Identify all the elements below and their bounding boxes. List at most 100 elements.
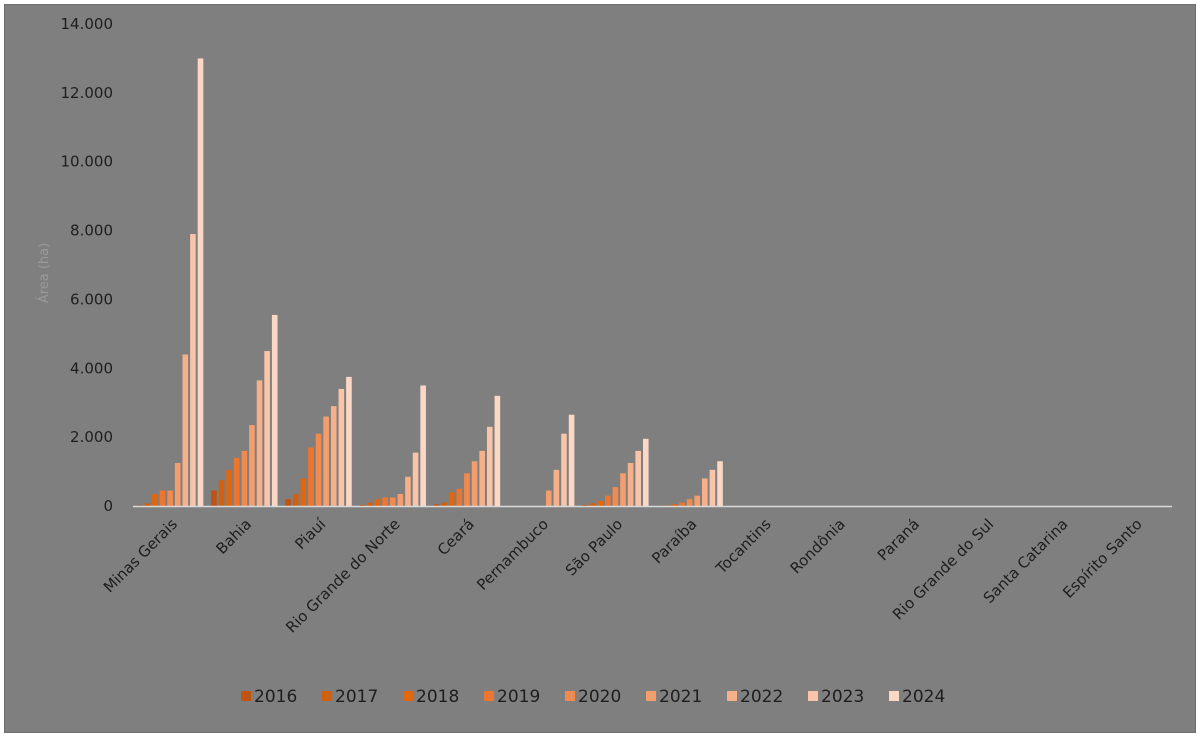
y-tick-label: 0	[103, 497, 113, 515]
bar-2022-4	[479, 450, 485, 506]
bar-2018-1	[226, 469, 232, 506]
bar-2019-6	[604, 495, 611, 506]
bar-2021-0	[174, 462, 181, 506]
y-tick-label: 12.000	[61, 84, 114, 102]
bar-2017-4	[441, 502, 447, 506]
bar-2023-1	[264, 351, 270, 506]
bar-2020-1	[241, 450, 248, 506]
bar-2018-2	[300, 478, 307, 506]
chart-frame: Área (ha) 0 2.000 4.000 6.000 8.000 10.000 12.…	[4, 4, 1196, 733]
bar-2016-1	[211, 490, 217, 506]
legend-label: 2017	[335, 687, 378, 707]
bar-2024-1	[271, 314, 278, 506]
bar-2020-4	[464, 473, 470, 506]
legend-label: 2024	[902, 687, 945, 707]
legend-label: 2019	[497, 687, 540, 707]
bar-2022-6	[627, 462, 634, 506]
bar-2017-2	[292, 493, 299, 506]
bar-2021-7	[694, 495, 701, 506]
legend-swatch	[484, 691, 494, 701]
legend-label: 2022	[740, 687, 783, 707]
bar-2017-6	[589, 503, 596, 506]
bar-2018-3	[374, 499, 381, 506]
bar-2016-0	[136, 505, 143, 506]
bar-2019-2	[308, 447, 314, 506]
y-tick-label: 10.000	[61, 153, 114, 171]
bar-2021-5	[545, 490, 552, 506]
legend-label: 2018	[416, 687, 459, 707]
bar-2021-3	[397, 493, 404, 506]
x-tick-label: Bahia	[212, 515, 255, 558]
bar-2020-7	[686, 499, 693, 506]
legend-label: 2016	[254, 687, 297, 707]
bar-2019-4	[456, 488, 463, 506]
bar-2017-0	[144, 503, 151, 506]
bar-2023-7	[709, 469, 716, 506]
bar-2016-4	[433, 504, 440, 506]
bar-2023-2	[338, 388, 345, 506]
bar-2019-1	[233, 457, 240, 506]
bar-2018-4	[448, 492, 455, 506]
bar-2019-3	[382, 497, 388, 506]
bar-2017-3	[367, 502, 373, 506]
bar-2024-7	[717, 461, 723, 506]
bar-2017-7	[664, 505, 670, 506]
x-tick-label: Rondônia	[787, 515, 849, 577]
legend-swatch	[889, 691, 899, 701]
x-tick-label: Paraíba	[648, 515, 700, 567]
bar-2020-2	[315, 433, 322, 506]
y-tick-label: 6.000	[70, 290, 113, 308]
legend-swatch	[322, 691, 332, 701]
bar-2017-1	[218, 480, 225, 506]
bar-2021-6	[620, 473, 626, 506]
bar-2022-3	[405, 476, 411, 506]
bar-2022-7	[702, 478, 708, 506]
legend-swatch	[646, 691, 656, 701]
legend-label: 2023	[821, 687, 864, 707]
bar-2018-6	[597, 500, 603, 506]
x-tick-label: Paraná	[874, 515, 923, 564]
legend-label: 2020	[578, 687, 621, 707]
legend-swatch	[565, 691, 575, 701]
bar-2021-4	[471, 461, 478, 506]
legend-swatch	[241, 691, 251, 701]
x-tick-label: Piauí	[291, 515, 330, 554]
legend-label: 2021	[659, 687, 702, 707]
bar-2021-1	[249, 425, 255, 506]
y-tick-labels: 0 2.000 4.000 6.000 8.000 10.000 12.000 14.000	[61, 15, 114, 515]
bar-2023-5	[561, 433, 567, 506]
bars	[136, 58, 723, 507]
y-tick-label: 8.000	[70, 222, 113, 240]
bar-2024-5	[568, 414, 575, 506]
y-tick-label: 2.000	[70, 428, 113, 446]
bar-2024-3	[420, 385, 426, 506]
bar-2022-5	[553, 469, 560, 506]
legend-swatch	[808, 691, 818, 701]
x-tick-label: Ceará	[434, 515, 478, 559]
bar-2022-2	[330, 406, 337, 506]
bar-2018-7	[671, 504, 678, 506]
y-axis-label-group: Área (ha)	[36, 243, 52, 303]
x-tick-label: Espírito Santo	[1059, 515, 1146, 602]
bar-2021-2	[323, 416, 329, 506]
bar-2023-0	[190, 234, 196, 506]
bar-2022-0	[182, 354, 189, 506]
bar-2019-7	[679, 502, 685, 506]
bar-2023-4	[486, 426, 493, 506]
y-axis-label: Área (ha)	[36, 243, 52, 303]
x-tick-label: Tocantins	[712, 515, 775, 578]
bar-2016-3	[359, 504, 366, 506]
y-tick-label: 14.000	[61, 15, 114, 33]
x-tick-label: Pernambuco	[473, 515, 552, 594]
bar-2024-0	[197, 58, 204, 507]
bar-2024-2	[346, 376, 352, 506]
bar-2018-0	[152, 493, 158, 506]
bar-chart: Área (ha) 0 2.000 4.000 6.000 8.000 10.000 12.…	[36, 15, 1172, 707]
bar-2023-6	[635, 450, 641, 506]
bar-2016-2	[285, 499, 291, 506]
bar-2024-4	[494, 395, 501, 506]
x-tick-label: Minas Gerais	[100, 515, 181, 596]
legend: 2016 2017 2018 2019 2020 2021 2022 2023 2024	[241, 687, 945, 707]
legend-swatch	[727, 691, 737, 701]
